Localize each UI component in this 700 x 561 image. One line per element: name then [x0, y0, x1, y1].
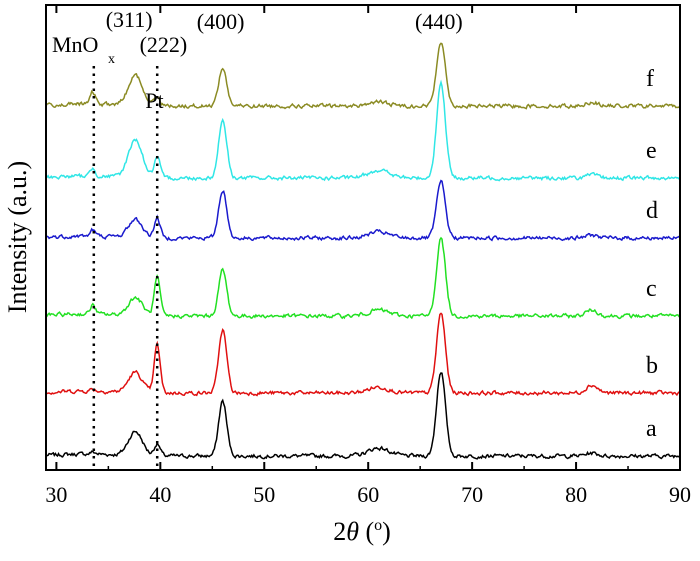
reference-label-mnox: MnO [52, 32, 98, 57]
x-tick-label-60: 60 [357, 482, 379, 507]
annotations: (311)(222) (400) (440) MnO x Pt [52, 7, 463, 113]
series-d-label: d [646, 198, 658, 224]
x-tick-label-40: 40 [149, 482, 171, 507]
series-c-line [45, 236, 681, 320]
peak-label-0: (311) [106, 7, 153, 32]
x-tick-label-70: 70 [461, 482, 483, 507]
x-axis-label-prefix: 2 [333, 517, 346, 546]
x-tick-label-90: 90 [669, 482, 691, 507]
series-f-line [45, 42, 681, 110]
y-axis-label: Intensity (a.u.) [3, 161, 32, 313]
series-b-label: b [646, 353, 658, 379]
reference-label-pt: Pt [145, 88, 163, 113]
x-axis-label-degree: o [374, 517, 382, 534]
plot-frame [45, 4, 681, 471]
x-tick-label-50: 50 [253, 482, 275, 507]
series-f-label: f [646, 66, 654, 92]
peak-label-2: (400) [197, 9, 245, 34]
series-a-label: a [646, 416, 657, 442]
series-layer: a b c d e f [45, 42, 681, 460]
x-axis-label-theta: θ [346, 517, 359, 546]
x-axis-label: 2θ (o) [333, 517, 391, 546]
x-axis-label-close: ) [382, 517, 391, 546]
x-tick-label-30: 30 [45, 482, 67, 507]
series-a-line [45, 372, 681, 460]
series-e-line [46, 79, 681, 182]
reference-lines [92, 66, 159, 470]
reference-label-mnox-subscript: x [108, 52, 115, 67]
peak-label-1: (222) [140, 32, 188, 57]
x-axis-label-open: ( [359, 517, 374, 546]
series-e-label: e [646, 138, 657, 164]
series-c-label: c [646, 276, 657, 302]
peak-label-3: (440) [415, 9, 463, 34]
series-b-line [45, 312, 681, 397]
axis-ticks: 30 40 50 60 70 80 90 [45, 5, 691, 507]
series-d-line [45, 179, 681, 242]
x-tick-label-80: 80 [565, 482, 587, 507]
